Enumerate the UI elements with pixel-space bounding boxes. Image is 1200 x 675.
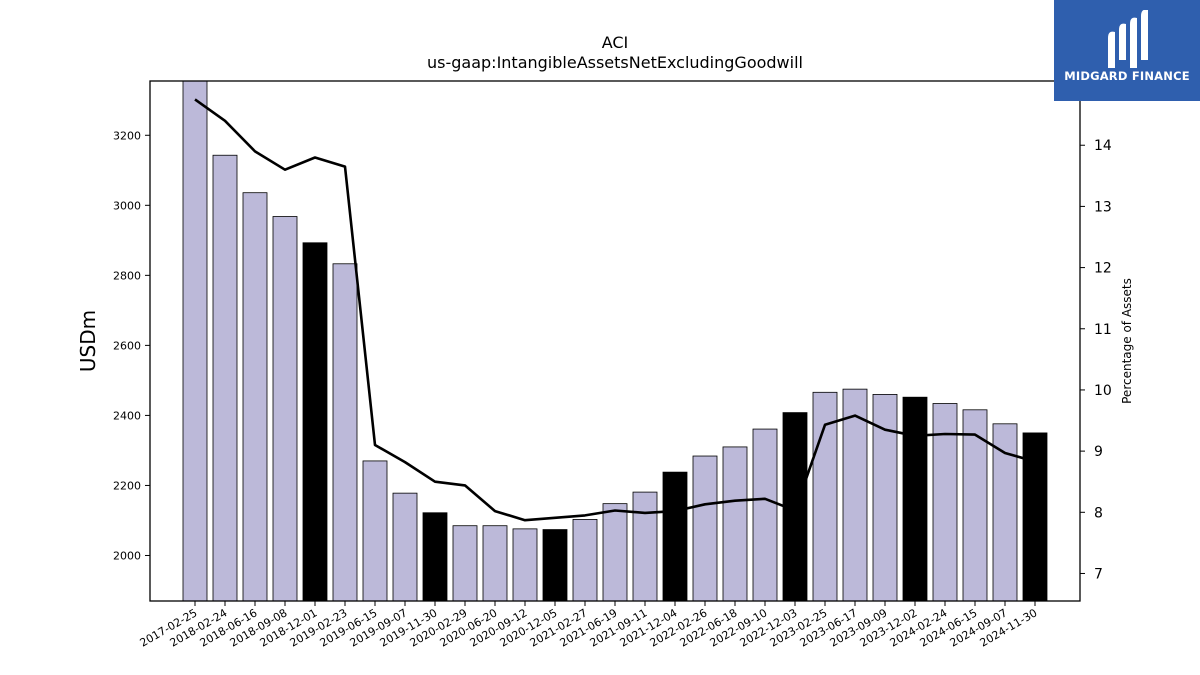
bar-2018-12-01 bbox=[302, 242, 328, 602]
bar-2024-06-15 bbox=[962, 409, 988, 602]
y2-axis: 7 8 9 10 11 12 13 14 bbox=[1080, 138, 1112, 582]
bar-2023-06-17 bbox=[842, 388, 868, 602]
y-axis: 2000 2200 2400 2600 2800 3000 3200 bbox=[113, 129, 150, 562]
bar-2019-09-07 bbox=[392, 492, 418, 602]
y-tick-label: 3200 bbox=[113, 129, 141, 142]
chart-subtitle: us-gaap:IntangibleAssetsNetExcludingGood… bbox=[427, 53, 803, 72]
y-tick-label: 2200 bbox=[113, 479, 141, 492]
bar-2018-09-08 bbox=[272, 216, 298, 602]
y-tick-label: 3000 bbox=[113, 199, 141, 212]
bar-2019-06-15 bbox=[362, 460, 388, 602]
bar-2022-02-26 bbox=[692, 455, 718, 602]
bar-2020-09-12 bbox=[512, 528, 538, 602]
bar-2019-11-30 bbox=[422, 512, 448, 602]
bar-2022-06-18 bbox=[722, 446, 748, 602]
bar-2020-02-29 bbox=[452, 525, 478, 602]
y2-axis-label: Percentage of Assets bbox=[1120, 278, 1134, 404]
y-axis-label: USDm bbox=[76, 310, 100, 372]
bar-2024-09-07 bbox=[992, 423, 1018, 602]
y2-tick-label: 14 bbox=[1094, 138, 1112, 154]
bar-2021-12-04 bbox=[662, 471, 688, 602]
y-tick-label: 2400 bbox=[113, 409, 141, 422]
bar-2021-09-11 bbox=[632, 491, 658, 602]
bar-2020-06-20 bbox=[482, 525, 508, 602]
brand-logo: MIDGARD FINANCE bbox=[1054, 0, 1200, 101]
bar-2021-02-27 bbox=[572, 519, 598, 602]
y-tick-label: 2800 bbox=[113, 269, 141, 282]
bar-2017-02-25 bbox=[182, 80, 208, 602]
x-axis: 2017-02-252018-02-242018-06-162018-09-08… bbox=[138, 601, 1040, 650]
bar-2018-06-16 bbox=[242, 192, 268, 602]
midgard-logo-icon bbox=[1108, 10, 1148, 69]
y2-tick-label: 13 bbox=[1094, 199, 1112, 215]
brand-name: MIDGARD FINANCE bbox=[1064, 69, 1190, 83]
bar-2021-06-19 bbox=[602, 503, 628, 602]
line-group bbox=[194, 98, 1036, 522]
y2-tick-label: 10 bbox=[1094, 383, 1112, 399]
bar-2020-12-05 bbox=[542, 529, 568, 602]
y2-tick-label: 11 bbox=[1094, 322, 1112, 338]
y-tick-label: 2600 bbox=[113, 339, 141, 352]
bar-2022-09-10 bbox=[752, 428, 778, 602]
bar-2019-02-23 bbox=[332, 263, 358, 602]
bar-2023-12-02 bbox=[902, 396, 928, 602]
y2-tick-label: 8 bbox=[1094, 505, 1103, 521]
y2-tick-label: 7 bbox=[1094, 566, 1103, 582]
chart-title: ACI bbox=[602, 33, 629, 52]
y-tick-label: 2000 bbox=[113, 549, 141, 562]
bar-group bbox=[182, 80, 1048, 602]
percentage-line bbox=[194, 98, 1036, 522]
bar-2018-02-24 bbox=[212, 154, 238, 602]
y2-tick-label: 9 bbox=[1094, 444, 1103, 460]
bar-2024-02-24 bbox=[932, 403, 958, 602]
y2-tick-label: 12 bbox=[1094, 261, 1112, 277]
